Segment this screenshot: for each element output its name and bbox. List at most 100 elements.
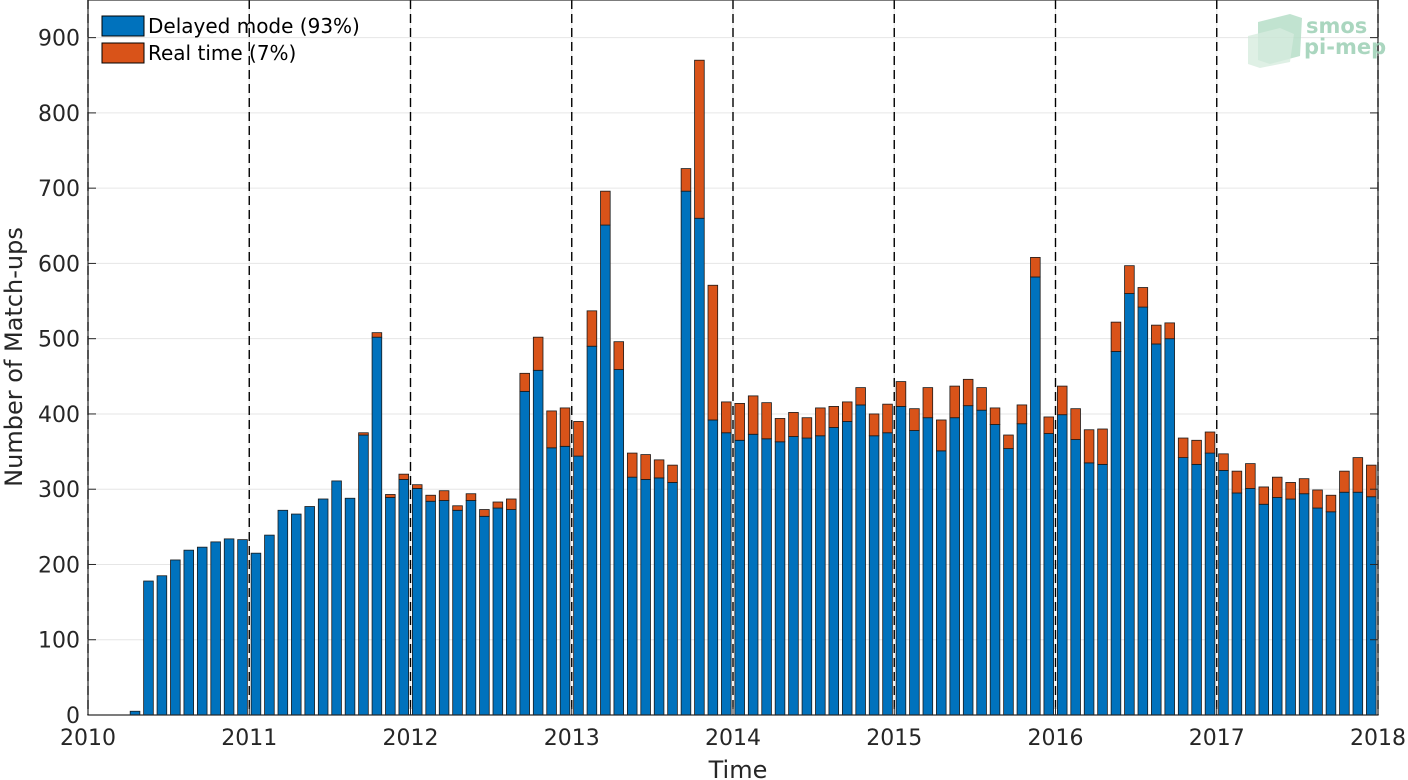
- bar-delayed-mode: [183, 549, 195, 716]
- bar-delayed-mode: [277, 509, 289, 716]
- bar-delayed-mode: [304, 506, 315, 716]
- bar-real-time: [761, 402, 772, 440]
- bar-real-time: [1043, 416, 1055, 434]
- bar-delayed-mode: [452, 509, 463, 716]
- y-tick-label: 500: [38, 328, 80, 353]
- bar-real-time: [559, 407, 571, 447]
- bar-delayed-mode: [667, 482, 678, 716]
- bar-real-time: [976, 387, 987, 411]
- bar-real-time: [1339, 470, 1350, 493]
- logo-text-pi-mep: pi-mep: [1304, 35, 1386, 59]
- bar-real-time: [586, 310, 598, 347]
- legend-swatch-delayed: [101, 15, 145, 37]
- bar-delayed-mode: [721, 432, 732, 716]
- bar-delayed-mode: [586, 345, 598, 716]
- bar-real-time: [425, 494, 436, 502]
- bar-delayed-mode: [868, 435, 880, 716]
- bar-real-time: [626, 452, 638, 478]
- bar-real-time: [640, 454, 651, 480]
- bar-real-time: [600, 190, 611, 226]
- bar-real-time: [1298, 478, 1310, 495]
- bar-delayed-mode: [1285, 498, 1296, 716]
- bar-delayed-mode: [1352, 491, 1364, 716]
- bar-real-time: [1137, 287, 1149, 308]
- bar-delayed-mode: [815, 435, 826, 716]
- bar-delayed-mode: [385, 497, 396, 716]
- bar-delayed-mode: [210, 541, 221, 716]
- bar-delayed-mode: [425, 500, 436, 716]
- bar-delayed-mode: [1177, 457, 1189, 716]
- bar-real-time: [1325, 494, 1337, 513]
- bar-delayed-mode: [519, 390, 530, 716]
- x-tick-label: 2013: [544, 726, 600, 751]
- bar-real-time: [506, 498, 517, 510]
- bar-real-time: [1352, 457, 1364, 493]
- bar-delayed-mode: [680, 190, 692, 716]
- y-tick-label: 400: [38, 403, 80, 428]
- bar-real-time: [1231, 470, 1243, 494]
- x-axis-title: Time: [708, 756, 768, 780]
- bar-real-time: [1110, 321, 1122, 352]
- bar-delayed-mode: [640, 479, 651, 716]
- legend-label-realtime: Real time (7%): [148, 41, 296, 65]
- y-tick-label: 900: [38, 27, 80, 52]
- bar-real-time: [573, 421, 584, 457]
- bar-real-time: [492, 501, 504, 509]
- bar-real-time: [411, 484, 423, 489]
- bar-delayed-mode: [855, 404, 866, 716]
- bar-delayed-mode: [1258, 503, 1270, 716]
- bar-real-time: [895, 381, 907, 407]
- bar-delayed-mode: [438, 500, 450, 716]
- bar-real-time: [788, 412, 799, 437]
- bar-delayed-mode: [264, 534, 275, 716]
- bar-delayed-mode: [936, 450, 947, 716]
- bar-real-time: [815, 407, 826, 437]
- bar-real-time: [1245, 463, 1256, 489]
- bar-real-time: [613, 341, 625, 370]
- bar-delayed-mode: [761, 438, 772, 716]
- bar-real-time: [909, 408, 920, 431]
- bar-delayed-mode: [1312, 507, 1323, 716]
- bar-real-time: [841, 401, 853, 422]
- bar-delayed-mode: [492, 507, 504, 716]
- bar-delayed-mode: [1097, 463, 1108, 716]
- bar-real-time: [721, 401, 732, 434]
- bar-real-time: [653, 459, 665, 479]
- bar-real-time: [546, 410, 557, 449]
- bar-real-time: [774, 418, 786, 443]
- bar-real-time: [398, 473, 410, 480]
- bar-delayed-mode: [559, 445, 571, 716]
- x-tick-label: 2014: [705, 726, 761, 751]
- bar-delayed-mode: [331, 480, 342, 716]
- logo-emblem-layer-icon: [1248, 28, 1294, 68]
- bar-real-time: [532, 336, 544, 371]
- bar-real-time: [438, 490, 450, 501]
- bar-real-time: [694, 59, 705, 219]
- bar-delayed-mode: [788, 436, 799, 716]
- bar-delayed-mode: [949, 417, 960, 716]
- bar-delayed-mode: [156, 575, 168, 716]
- bar-real-time: [1016, 404, 1028, 425]
- x-tick-label: 2012: [383, 726, 439, 751]
- bar-delayed-mode: [747, 433, 759, 716]
- bar-delayed-mode: [1366, 496, 1377, 716]
- bar-real-time: [1191, 439, 1202, 465]
- bar-real-time: [855, 387, 866, 406]
- y-axis-title: Number of Match-ups: [0, 227, 28, 487]
- bar-delayed-mode: [1231, 492, 1243, 716]
- bar-real-time: [452, 505, 463, 511]
- bar-delayed-mode: [707, 419, 719, 716]
- bar-real-time: [1285, 482, 1296, 500]
- bar-delayed-mode: [1110, 351, 1122, 716]
- bar-delayed-mode: [1151, 343, 1162, 716]
- bar-real-time: [358, 432, 369, 436]
- bar-real-time: [936, 419, 947, 452]
- bar-real-time: [801, 417, 813, 439]
- bar-delayed-mode: [291, 513, 302, 716]
- bar-real-time: [519, 372, 530, 392]
- bar-delayed-mode: [1298, 493, 1310, 716]
- bar-delayed-mode: [909, 430, 920, 716]
- bar-real-time: [962, 378, 974, 407]
- x-tick-label: 2011: [221, 726, 277, 751]
